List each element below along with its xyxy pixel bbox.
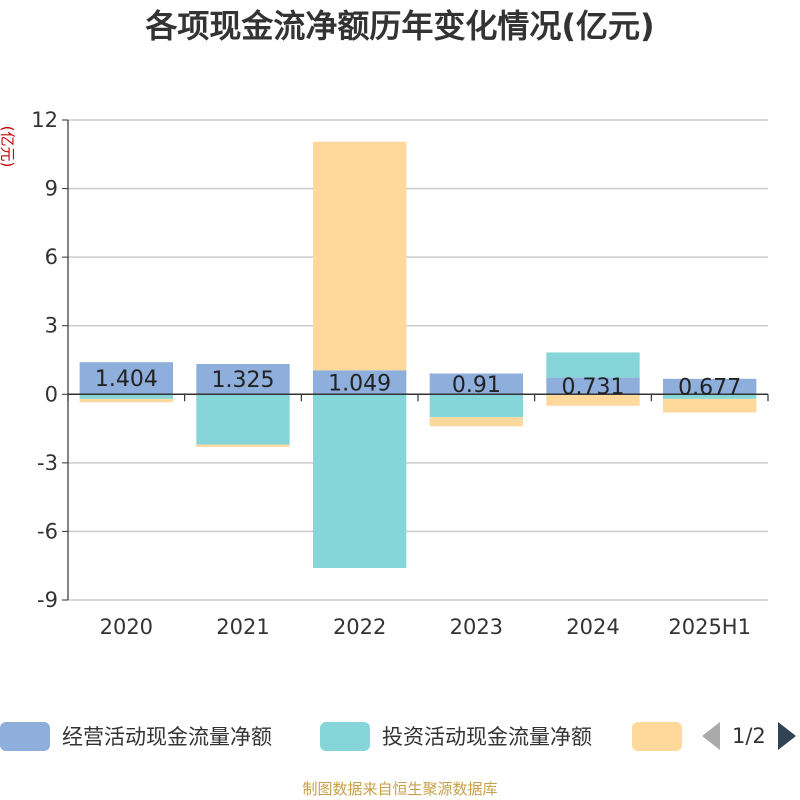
bar-investing-2020 [79, 394, 173, 399]
bar-investing-2021 [196, 394, 290, 445]
legend-label-operating: 经营活动现金流量净额 [62, 725, 272, 749]
legend: 经营活动现金流量净额 投资活动现金流量净额 1/2 [0, 716, 800, 756]
legend-pager: 1/2 [702, 716, 796, 756]
bar-value-label: 0.677 [678, 376, 741, 401]
y-tick-label: 0 [45, 382, 58, 406]
bar-operating-2022 [313, 370, 407, 395]
x-tick-label: 2025H1 [668, 615, 751, 639]
axis-layer: 12 9 6 3 0 -3 -6 -9 2020 2021 2022 2023 2024 2025H1 [31, 108, 769, 639]
legend-swatch-investing [320, 721, 370, 751]
grid-layer [68, 119, 768, 601]
bar-financing-2025H1 [663, 398, 757, 413]
y-tick-label: 9 [45, 177, 58, 201]
bar-layer [79, 141, 757, 568]
bar-financing-2021 [196, 444, 290, 447]
bar-financing-2024 [546, 394, 640, 406]
x-tick-label: 2022 [333, 615, 386, 639]
bar-operating-2024 [546, 377, 640, 395]
y-tick-label: -3 [37, 451, 58, 475]
source-note: 制图数据来自恒生聚源数据库 [302, 780, 498, 798]
legend-swatch-third [632, 721, 682, 751]
bar-investing-2024 [546, 352, 640, 378]
legend-item-investing[interactable]: 投资活动现金流量净额 [320, 716, 592, 756]
bar-financing-2023 [429, 417, 523, 427]
chart-title: 各项现金流净额历年变化情况(亿元) [145, 7, 655, 45]
x-tick-label: 2021 [216, 615, 269, 639]
bar-investing-2025H1 [663, 394, 757, 399]
x-tick-label: 2024 [566, 615, 619, 639]
legend-item-operating[interactable]: 经营活动现金流量净额 [0, 716, 272, 756]
bar-value-label: 1.325 [212, 368, 275, 393]
bar-operating-2020 [79, 362, 173, 395]
bar-value-label: 0.731 [562, 375, 625, 400]
bar-financing-2020 [79, 398, 173, 403]
bar-value-label: 1.049 [328, 371, 391, 396]
bar-operating-2025H1 [663, 378, 757, 395]
y-tick-label: 6 [45, 245, 58, 269]
y-tick-label: 3 [45, 314, 58, 338]
x-tick-label: 2020 [100, 615, 153, 639]
legend-swatch-operating [0, 721, 50, 751]
bar-investing-2023 [429, 394, 523, 418]
legend-label-investing: 投资活动现金流量净额 [382, 725, 592, 749]
legend-page-indicator: 1/2 [732, 724, 766, 748]
y-tick-label: -9 [37, 588, 58, 612]
legend-prev-page-icon[interactable] [702, 722, 720, 750]
x-tick-label: 2023 [450, 615, 503, 639]
label-layer: 1.404 1.325 1.049 0.91 0.731 0.677 [95, 367, 741, 400]
bar-value-label: 1.404 [95, 367, 158, 392]
bar-operating-2021 [196, 364, 290, 395]
bar-value-label: 0.91 [452, 373, 501, 398]
legend-next-page-icon[interactable] [777, 722, 796, 750]
y-tick-label: -6 [37, 519, 58, 543]
bar-investing-2022 [313, 394, 407, 568]
bar-operating-2023 [429, 373, 523, 395]
bar-financing-2022 [313, 141, 407, 371]
y-tick-label: 12 [31, 108, 58, 132]
legend-item-third[interactable] [632, 716, 694, 756]
